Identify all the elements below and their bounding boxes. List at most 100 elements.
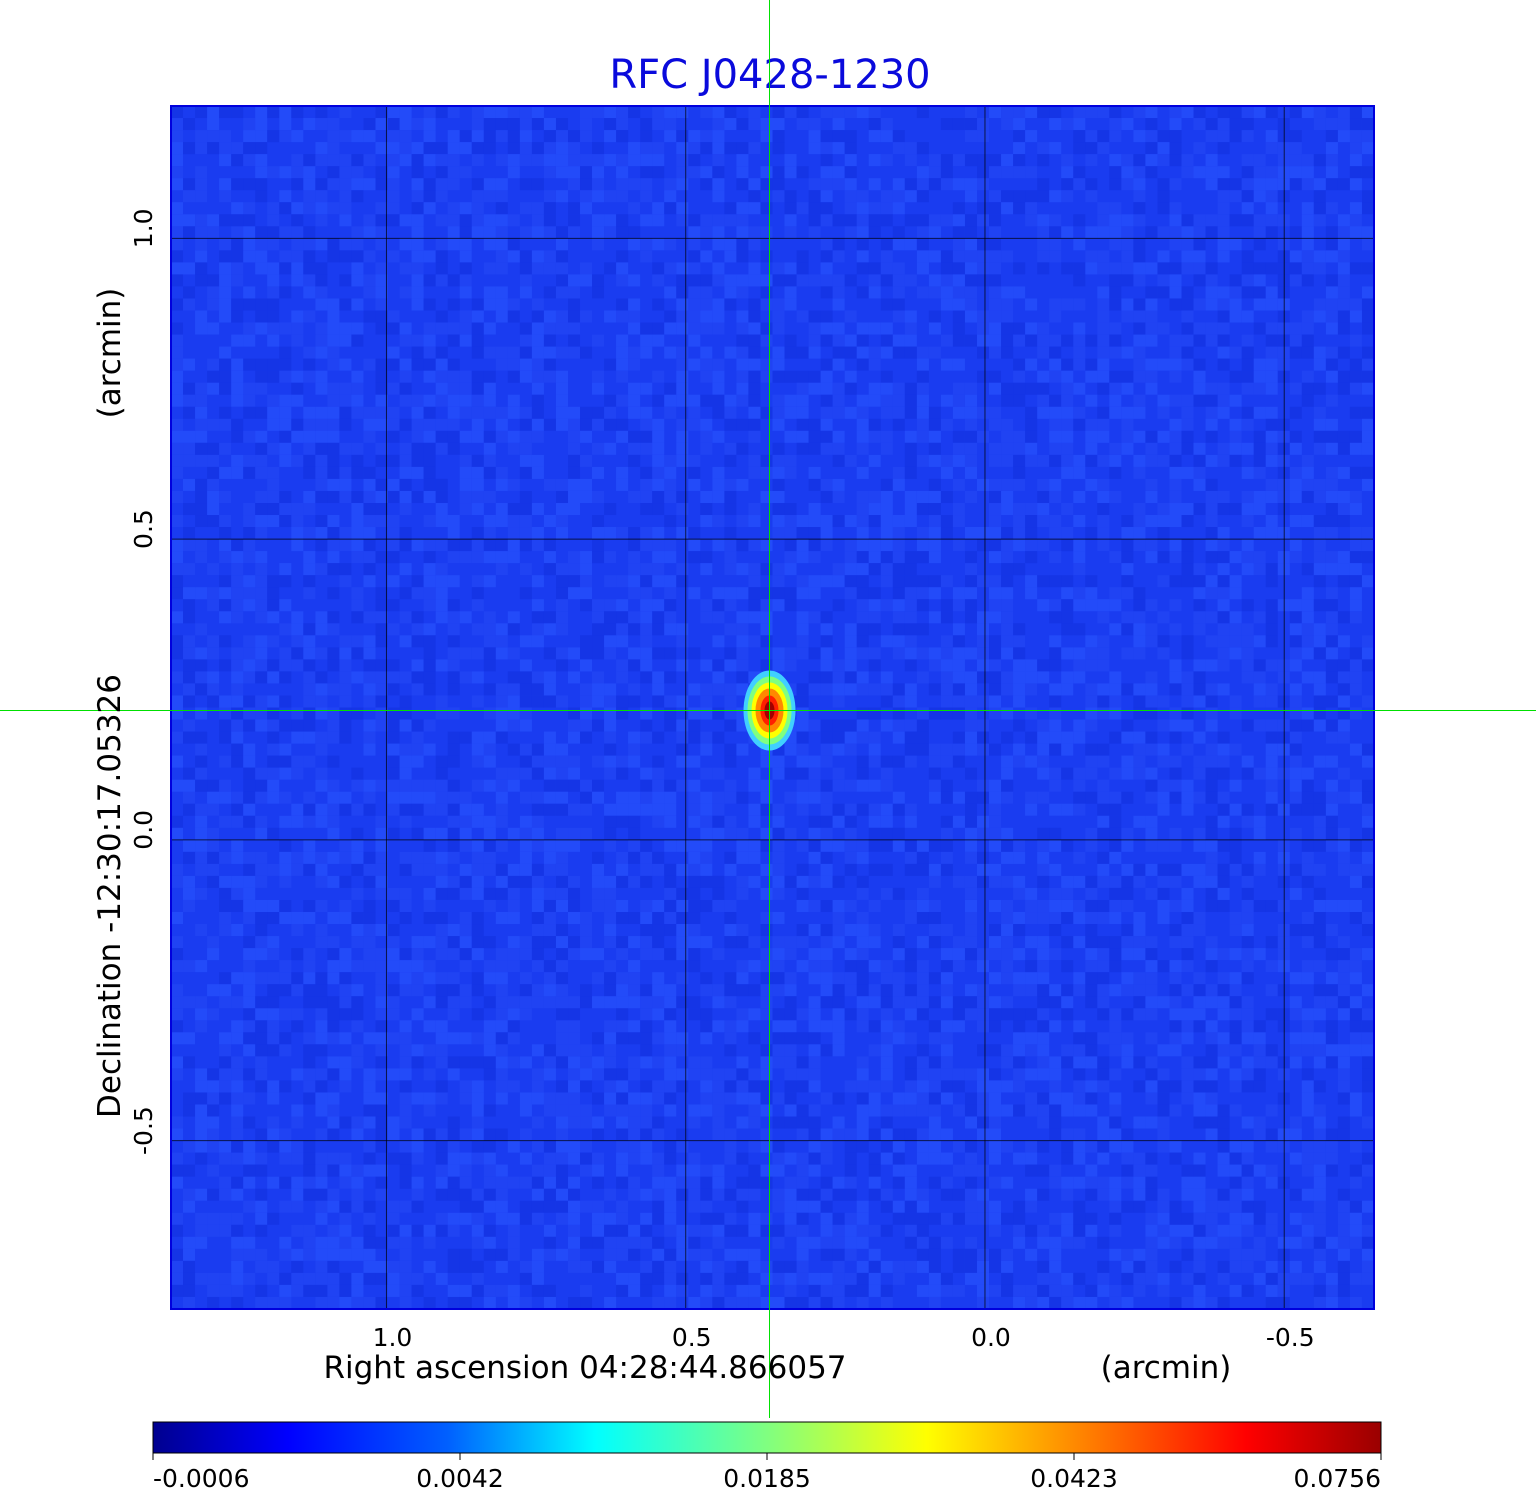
noise-cell [1253,683,1266,696]
noise-cell [1205,154,1218,167]
noise-cell [375,779,388,792]
noise-cell [543,900,556,913]
noise-cell [989,671,1002,684]
noise-cell [1133,106,1146,119]
noise-cell [892,346,905,359]
noise-cell [712,984,725,997]
noise-cell [640,190,653,203]
noise-cell [447,214,460,227]
noise-cell [904,322,917,335]
noise-cell [447,382,460,395]
noise-cell [1337,106,1350,119]
noise-cell [1121,900,1134,913]
noise-cell [832,563,845,576]
noise-cell [592,238,605,251]
noise-cell [339,1032,352,1045]
noise-cell [989,707,1002,720]
noise-cell [856,286,869,299]
noise-cell [255,924,268,937]
noise-cell [1193,358,1206,371]
noise-cell [952,214,965,227]
noise-cell [952,623,965,636]
noise-cell [688,924,701,937]
noise-cell [1133,430,1146,443]
noise-cell [1349,202,1362,215]
noise-cell [856,491,869,504]
noise-cell [1253,659,1266,672]
noise-cell [1133,515,1146,528]
noise-cell [1025,442,1038,455]
noise-cell [628,202,641,215]
noise-cell [724,250,737,263]
noise-cell [1253,298,1266,311]
noise-cell [519,948,532,961]
noise-cell [989,262,1002,275]
noise-cell [664,466,677,479]
noise-cell [1001,599,1014,612]
noise-cell [1265,322,1278,335]
noise-cell [243,755,256,768]
noise-cell [688,912,701,925]
noise-cell [303,274,316,287]
noise-cell [916,394,929,407]
noise-cell [495,731,508,744]
noise-cell [1061,936,1074,949]
noise-cell [688,274,701,287]
noise-cell [989,803,1002,816]
noise-cell [1253,454,1266,467]
noise-cell [531,623,544,636]
noise-cell [688,322,701,335]
noise-cell [556,984,569,997]
noise-cell [1181,166,1194,179]
noise-cell [339,539,352,552]
noise-cell [1181,984,1194,997]
noise-cell [640,924,653,937]
noise-cell [832,924,845,937]
noise-cell [279,563,292,576]
noise-cell [1337,322,1350,335]
noise-cell [700,286,713,299]
noise-cell [1349,503,1362,516]
noise-cell [1001,527,1014,540]
noise-cell [387,250,400,263]
noise-cell [1085,358,1098,371]
noise-cell [351,960,364,973]
noise-cell [784,767,797,780]
noise-cell [411,827,424,840]
noise-cell [1133,623,1146,636]
noise-cell [1145,707,1158,720]
noise-cell [1109,130,1122,143]
noise-cell [399,358,412,371]
noise-cell [411,972,424,985]
noise-cell [989,310,1002,323]
noise-cell [880,815,893,828]
noise-cell [1025,527,1038,540]
noise-cell [471,130,484,143]
noise-cell [916,406,929,419]
noise-cell [916,370,929,383]
noise-cell [1085,430,1098,443]
noise-cell [904,851,917,864]
noise-cell [1169,707,1182,720]
noise-cell [267,1020,280,1033]
noise-cell [1097,334,1110,347]
noise-cell [519,587,532,600]
noise-cell [411,238,424,251]
noise-cell [844,130,857,143]
noise-cell [195,551,208,564]
noise-cell [965,707,978,720]
noise-cell [183,503,196,516]
noise-cell [616,334,629,347]
noise-cell [965,839,978,852]
noise-cell [844,346,857,359]
noise-cell [724,406,737,419]
noise-cell [712,466,725,479]
noise-cell [279,671,292,684]
noise-cell [1049,346,1062,359]
noise-cell [616,178,629,191]
noise-cell [1013,1008,1026,1021]
noise-cell [1265,695,1278,708]
noise-cell [327,1008,340,1021]
noise-cell [1157,960,1170,973]
noise-cell [303,178,316,191]
